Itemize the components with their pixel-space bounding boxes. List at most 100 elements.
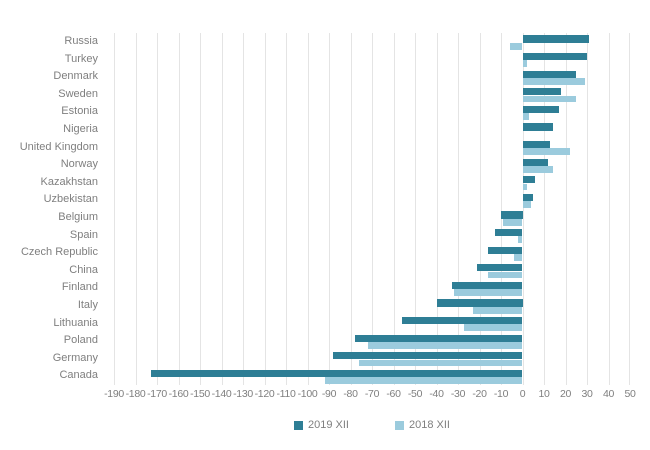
bar-2019-xii-spain — [494, 229, 523, 237]
x-tick-label-40: 40 — [602, 388, 615, 400]
y-label-estonia: Estonia — [61, 105, 98, 118]
legend-label-2018: 2018 XII — [409, 419, 450, 431]
x-tick-label--10: -10 — [493, 388, 509, 400]
y-label-russia: Russia — [64, 35, 98, 47]
bar-2019-xii-italy — [436, 299, 523, 307]
bar-2019-xii-lithuania — [402, 317, 523, 325]
y-label-germany: Germany — [52, 351, 98, 364]
bar-2019-xii-united-kingdom — [522, 141, 551, 149]
bar-2019-xii-finland — [451, 281, 523, 289]
x-tick-label-30: 30 — [581, 388, 593, 400]
bar-2018-xii-china — [488, 271, 523, 279]
bar-2019-xii-poland — [354, 334, 523, 342]
x-tick-label--180: -180 — [125, 388, 146, 400]
x-tick-label--30: -30 — [450, 388, 466, 400]
x-tick-label--130: -130 — [233, 388, 253, 400]
x-tick-label--40: -40 — [429, 388, 444, 400]
x-tick-label--150: -150 — [190, 388, 210, 400]
x-tick-label--110: -110 — [276, 388, 296, 400]
gridline--70 — [372, 33, 373, 385]
y-label-czech-republic: Czech Republic — [20, 246, 98, 259]
bar-2019-xii-russia — [522, 35, 590, 43]
x-tick-label--100: -100 — [297, 388, 318, 400]
bar-2019-xii-uzbekistan — [522, 193, 534, 201]
x-tick-label--80: -80 — [343, 388, 358, 400]
legend: 2019 XII 2018 XII — [114, 417, 630, 433]
bar-2018-xii-lithuania — [464, 324, 523, 332]
gridline-10 — [544, 33, 545, 385]
x-tick-label-20: 20 — [559, 388, 572, 400]
x-axis: -190 -180 -170 -160 -150 -140 -130 -120 -110 -100… — [104, 388, 636, 402]
y-label-belgium: Belgium — [58, 211, 98, 223]
x-tick-label--170: -170 — [147, 388, 167, 400]
gridline--90 — [329, 33, 330, 385]
gridline--50 — [415, 33, 416, 385]
gridline--30 — [458, 33, 459, 385]
bar-2018-xii-estonia — [522, 113, 529, 120]
legend-label-2019: 2019 XII — [308, 419, 349, 431]
legend-item-2019: 2019 XII — [294, 419, 349, 431]
x-tick-label--20: -20 — [472, 388, 487, 400]
x-tick-label--160: -160 — [168, 388, 189, 400]
x-tick-label-50: 50 — [624, 388, 636, 400]
bar-2018-xii-poland — [367, 342, 523, 349]
gridline--40 — [437, 33, 438, 385]
gridline-30 — [587, 33, 588, 385]
gridline--10 — [501, 33, 502, 385]
plot-area — [114, 33, 630, 385]
gridline--80 — [351, 33, 352, 385]
x-tick-label--190: -190 — [104, 388, 124, 400]
gridline--120 — [265, 33, 266, 385]
bar-2018-xii-germany — [359, 359, 523, 367]
bar-2019-xii-turkey — [522, 53, 587, 61]
y-label-kazakhstan: Kazakhstan — [40, 175, 98, 188]
x-tick-label-0: 0 — [519, 388, 526, 400]
legend-item-2018: 2018 XII — [395, 419, 450, 431]
y-label-lithuania: Lithuania — [53, 316, 98, 329]
y-label-sweden: Sweden — [58, 87, 98, 100]
gridline--160 — [179, 33, 180, 385]
y-label-norway: Norway — [60, 158, 98, 171]
bar-2018-xii-spain — [518, 236, 523, 244]
bar-2019-xii-estonia — [522, 105, 560, 113]
y-label-uzbekistan: Uzbekistan — [43, 193, 98, 206]
gridline--140 — [222, 33, 223, 385]
y-label-canada: Canada — [59, 369, 98, 382]
gridline--60 — [394, 33, 395, 385]
gridline--150 — [200, 33, 201, 385]
gridline-50 — [629, 33, 630, 385]
bar-2019-xii-nigeria — [522, 123, 553, 131]
bar-2019-xii-kazakhstan — [522, 176, 536, 184]
y-label-poland: Poland — [63, 334, 98, 347]
bar-2018-xii-turkey — [522, 60, 527, 68]
x-tick-label--70: -70 — [364, 388, 380, 400]
gridline-40 — [609, 33, 610, 385]
bar-2018-xii-sweden — [522, 95, 577, 103]
bar-2018-xii-norway — [522, 166, 553, 173]
bar-2019-xii-germany — [333, 352, 523, 360]
y-label-finland: Finland — [61, 281, 98, 294]
x-tick-label-10: 10 — [538, 388, 550, 400]
x-tick-label--50: -50 — [407, 388, 423, 400]
y-label-nigeria: Nigeria — [63, 123, 98, 135]
gridline--170 — [157, 33, 158, 385]
legend-swatch-2018 — [395, 420, 404, 430]
gridline--110 — [286, 33, 287, 385]
bar-2018-xii-russia — [509, 42, 523, 50]
x-tick-label--60: -60 — [386, 388, 401, 400]
bar-2019-xii-china — [477, 264, 523, 272]
gridline--180 — [136, 33, 137, 385]
bar-2018-xii-italy — [473, 306, 523, 314]
bar-2018-xii-uzbekistan — [522, 201, 532, 208]
gridline--20 — [480, 33, 481, 385]
y-label-turkey: Turkey — [64, 52, 98, 65]
bar-2019-xii-canada — [150, 369, 523, 377]
bar-2019-xii-czech-republic — [488, 246, 523, 254]
bar-2018-xii-czech-republic — [513, 254, 523, 261]
gridline--190 — [114, 33, 115, 385]
bar-2019-xii-denmark — [522, 70, 577, 78]
bar-2019-xii-sweden — [522, 88, 562, 96]
gridline--100 — [308, 33, 309, 385]
y-label-united-kingdom: United Kingdom — [19, 140, 98, 153]
